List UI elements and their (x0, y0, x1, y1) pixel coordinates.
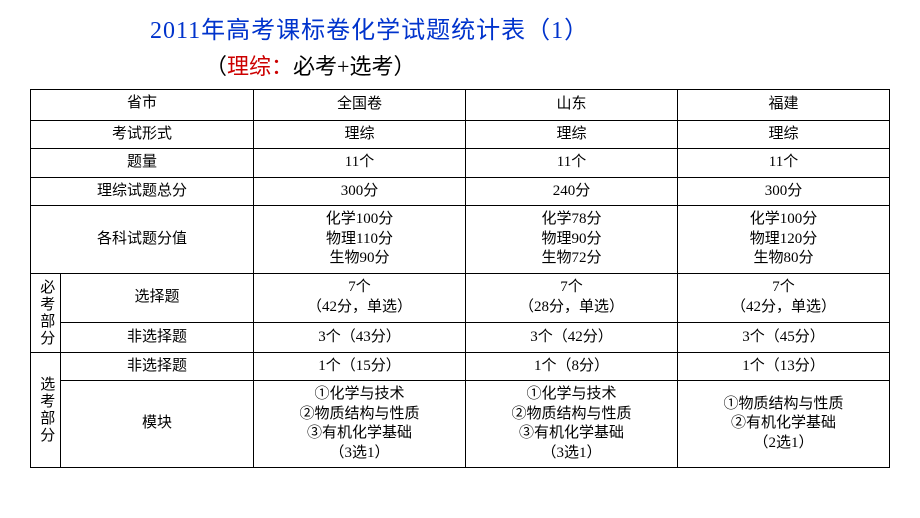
required-nonmc-label: 非选择题 (61, 323, 254, 352)
om-v1-l1: ①化学与技术 (314, 386, 404, 402)
required-nonmc-v1: 3个（43分） (254, 323, 466, 352)
rmc-v1-l1: 7个 (348, 279, 371, 295)
om-v1-l3: ③有机化学基础 (307, 425, 412, 441)
sub-red: 理综： (227, 54, 293, 79)
header-col1: 全国卷 (254, 90, 466, 121)
total-score-label: 理综试题总分 (31, 177, 254, 206)
om-v2-l3: ③有机化学基础 (519, 425, 624, 441)
total-score-v3: 300分 (678, 177, 890, 206)
optional-module-label: 模块 (61, 381, 254, 468)
ss-v1-l1: 化学100分 (326, 211, 394, 227)
question-count-v1: 11个 (254, 149, 466, 178)
question-count-label: 题量 (31, 149, 254, 178)
stats-table: 省市 全国卷 山东 福建 考试形式 理综 理综 理综 题量 11个 11个 11… (30, 89, 890, 468)
om-v3-l1: ①物质结构与性质 (723, 396, 843, 412)
required-section-label: 必考部分 (31, 273, 61, 352)
header-row: 省市 全国卷 山东 福建 (31, 90, 890, 121)
total-score-row: 理综试题总分 300分 240分 300分 (31, 177, 890, 206)
header-col3: 福建 (678, 90, 890, 121)
main-title: 2011年高考课标卷化学试题统计表（1） (150, 10, 890, 45)
om-v2-l4: （3选1） (541, 445, 601, 461)
optional-module-v1: ①化学与技术 ②物质结构与性质 ③有机化学基础 （3选1） (254, 381, 466, 468)
om-v3-l2: ②有机化学基础 (731, 415, 836, 431)
ss-v3-l3: 生物80分 (753, 250, 813, 266)
required-mc-row: 必考部分 选择题 7个 （42分，单选） 7个 （28分，单选） 7个 （42分… (31, 273, 890, 323)
om-v1-l4: （3选1） (329, 445, 389, 461)
optional-module-v3: ①物质结构与性质 ②有机化学基础 （2选1） (678, 381, 890, 468)
subject-scores-v2: 化学78分 物理90分 生物72分 (466, 206, 678, 274)
optional-nonmc-v1: 1个（15分） (254, 352, 466, 381)
ss-v1-l2: 物理110分 (326, 231, 393, 247)
required-mc-label: 选择题 (61, 273, 254, 323)
question-count-v3: 11个 (678, 149, 890, 178)
required-mc-v3: 7个 （42分，单选） (678, 273, 890, 323)
required-nonmc-row: 非选择题 3个（43分） 3个（42分） 3个（45分） (31, 323, 890, 352)
required-mc-v2: 7个 （28分，单选） (466, 273, 678, 323)
title-area: 2011年高考课标卷化学试题统计表（1） （理综：必考+选考） (150, 10, 890, 81)
rmc-v2-l1: 7个 (560, 279, 583, 295)
paren-open: （ (205, 54, 227, 79)
ss-v3-l1: 化学100分 (750, 211, 818, 227)
total-score-v1: 300分 (254, 177, 466, 206)
om-v2-l1: ①化学与技术 (526, 386, 616, 402)
rmc-v3-l2: （42分，单选） (731, 299, 836, 315)
subject-scores-v3: 化学100分 物理120分 生物80分 (678, 206, 890, 274)
exam-form-label: 考试形式 (31, 120, 254, 149)
subject-scores-v1: 化学100分 物理110分 生物90分 (254, 206, 466, 274)
exam-form-v1: 理综 (254, 120, 466, 149)
sub-title: （理综：必考+选考） (205, 49, 890, 81)
optional-module-v2: ①化学与技术 ②物质结构与性质 ③有机化学基础 （3选1） (466, 381, 678, 468)
header-col2: 山东 (466, 90, 678, 121)
exam-form-row: 考试形式 理综 理综 理综 (31, 120, 890, 149)
om-v3-l3: （2选1） (753, 435, 813, 451)
exam-form-v2: 理综 (466, 120, 678, 149)
question-count-row: 题量 11个 11个 11个 (31, 149, 890, 178)
paren-close: ） (393, 54, 415, 79)
ss-v2-l2: 物理90分 (541, 231, 601, 247)
ss-v2-l1: 化学78分 (541, 211, 601, 227)
header-province: 省市 (31, 90, 254, 121)
optional-nonmc-label: 非选择题 (61, 352, 254, 381)
required-nonmc-v2: 3个（42分） (466, 323, 678, 352)
required-mc-v1: 7个 （42分，单选） (254, 273, 466, 323)
optional-nonmc-row: 选考部分 非选择题 1个（15分） 1个（8分） 1个（13分） (31, 352, 890, 381)
optional-module-row: 模块 ①化学与技术 ②物质结构与性质 ③有机化学基础 （3选1） ①化学与技术 … (31, 381, 890, 468)
ss-v1-l3: 生物90分 (329, 250, 389, 266)
question-count-v2: 11个 (466, 149, 678, 178)
rmc-v2-l2: （28分，单选） (519, 299, 624, 315)
optional-nonmc-v3: 1个（13分） (678, 352, 890, 381)
subject-scores-row: 各科试题分值 化学100分 物理110分 生物90分 化学78分 物理90分 生… (31, 206, 890, 274)
om-v1-l2: ②物质结构与性质 (299, 406, 419, 422)
exam-form-v3: 理综 (678, 120, 890, 149)
ss-v3-l2: 物理120分 (750, 231, 818, 247)
rmc-v1-l2: （42分，单选） (307, 299, 412, 315)
ss-v2-l3: 生物72分 (541, 250, 601, 266)
optional-section-label: 选考部分 (31, 352, 61, 468)
subject-scores-label: 各科试题分值 (31, 206, 254, 274)
optional-nonmc-v2: 1个（8分） (466, 352, 678, 381)
rmc-v3-l1: 7个 (772, 279, 795, 295)
sub-black: 必考+选考 (293, 54, 393, 79)
required-nonmc-v3: 3个（45分） (678, 323, 890, 352)
total-score-v2: 240分 (466, 177, 678, 206)
om-v2-l2: ②物质结构与性质 (511, 406, 631, 422)
